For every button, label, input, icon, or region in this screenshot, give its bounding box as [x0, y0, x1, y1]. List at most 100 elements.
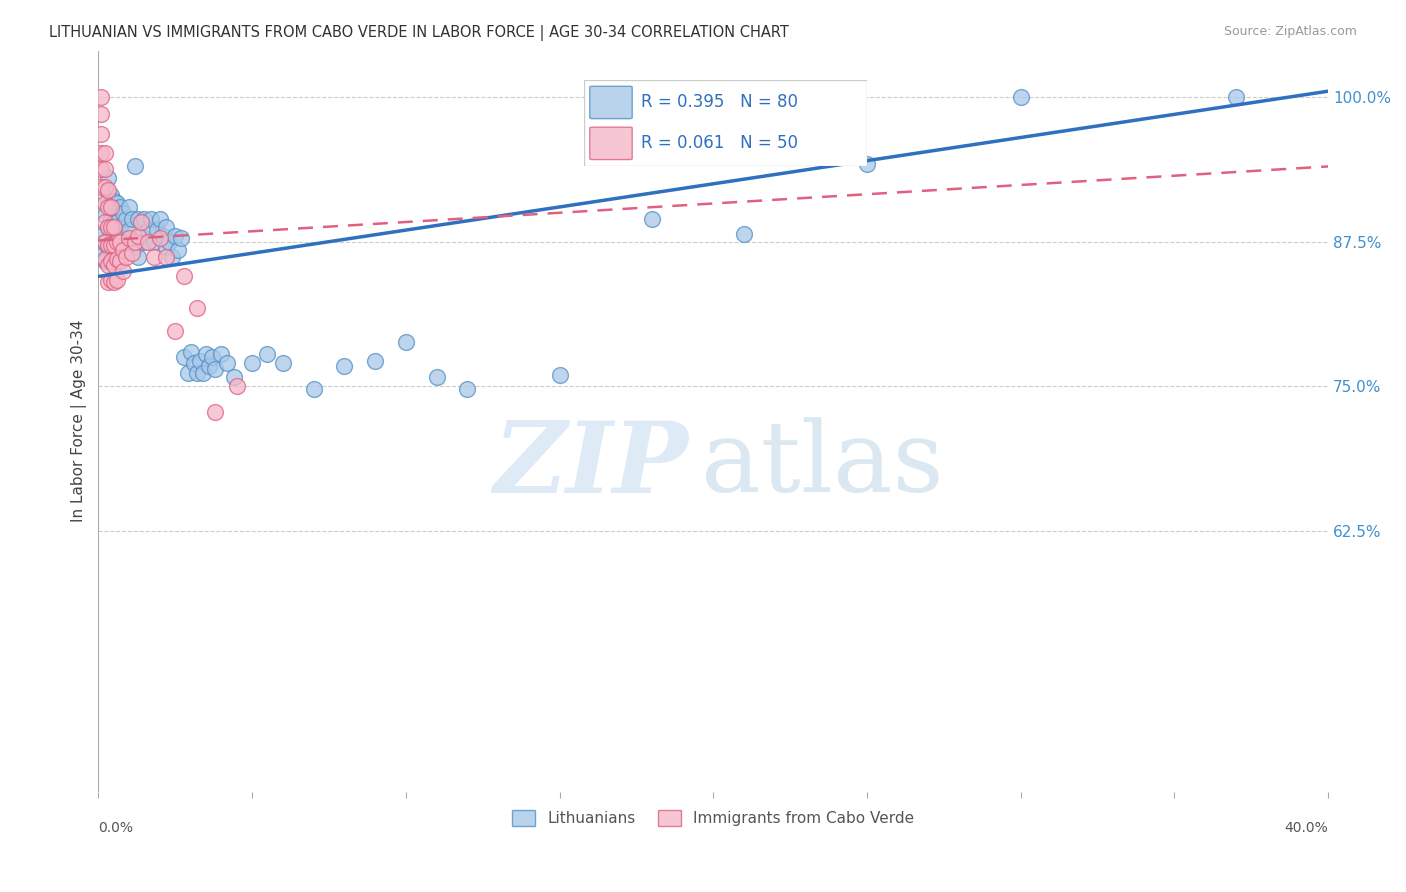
Point — [111, 263, 134, 277]
Point — [121, 211, 143, 226]
Point — [127, 228, 149, 243]
Point — [105, 273, 128, 287]
Point — [93, 145, 115, 160]
Point — [217, 356, 239, 370]
Point — [222, 370, 245, 384]
Point — [90, 228, 112, 243]
Point — [124, 240, 146, 254]
Point — [111, 243, 134, 257]
Point — [93, 254, 115, 268]
Point — [97, 200, 120, 214]
Point — [118, 223, 141, 237]
Point — [111, 206, 134, 220]
Point — [90, 145, 112, 160]
Point — [145, 223, 167, 237]
Point — [100, 211, 122, 226]
Point — [456, 382, 478, 396]
Point — [97, 219, 120, 234]
Point — [134, 235, 156, 249]
Point — [105, 215, 128, 229]
Text: LITHUANIAN VS IMMIGRANTS FROM CABO VERDE IN LABOR FORCE | AGE 30-34 CORRELATION : LITHUANIAN VS IMMIGRANTS FROM CABO VERDE… — [49, 25, 789, 41]
Point — [136, 223, 159, 237]
Point — [134, 211, 156, 226]
Point — [97, 275, 120, 289]
Point — [155, 250, 177, 264]
Point — [90, 161, 112, 176]
Point — [115, 211, 138, 226]
Point — [97, 238, 120, 252]
Y-axis label: In Labor Force | Age 30-34: In Labor Force | Age 30-34 — [72, 320, 87, 523]
Point — [124, 160, 146, 174]
Point — [115, 250, 138, 264]
Point — [149, 231, 172, 245]
Point — [183, 356, 205, 370]
Point — [93, 180, 115, 194]
Point — [103, 254, 125, 268]
Point — [733, 227, 755, 241]
Point — [100, 273, 122, 287]
Legend: Lithuanians, Immigrants from Cabo Verde: Lithuanians, Immigrants from Cabo Verde — [506, 804, 921, 832]
Point — [105, 235, 128, 249]
Point — [256, 347, 278, 361]
Point — [121, 246, 143, 260]
Point — [395, 335, 418, 350]
Point — [165, 228, 187, 243]
Point — [90, 127, 112, 141]
Point — [198, 359, 221, 373]
Point — [93, 215, 115, 229]
Point — [173, 269, 195, 284]
Point — [641, 211, 664, 226]
Point — [90, 180, 112, 194]
Point — [93, 235, 115, 249]
Point — [103, 258, 125, 272]
Point — [103, 275, 125, 289]
Point — [97, 258, 120, 272]
Point — [160, 250, 183, 264]
Point — [90, 249, 112, 263]
Point — [856, 157, 879, 171]
Point — [103, 194, 125, 209]
Point — [142, 235, 165, 249]
Point — [127, 250, 149, 264]
Point — [188, 354, 211, 368]
Point — [103, 238, 125, 252]
Point — [204, 405, 226, 419]
Point — [155, 219, 177, 234]
Point — [93, 161, 115, 176]
Point — [105, 252, 128, 266]
Point — [194, 347, 217, 361]
Point — [97, 219, 120, 234]
Point — [176, 366, 198, 380]
Point — [105, 196, 128, 211]
Point — [186, 366, 208, 380]
Point — [118, 200, 141, 214]
Point — [97, 194, 120, 209]
Point — [100, 200, 122, 214]
Text: atlas: atlas — [702, 417, 943, 514]
Point — [97, 171, 120, 186]
Point — [108, 219, 131, 234]
Point — [108, 240, 131, 254]
Point — [111, 231, 134, 245]
Point — [139, 211, 162, 226]
Point — [149, 211, 172, 226]
Point — [209, 347, 232, 361]
Point — [173, 351, 195, 365]
Point — [1010, 90, 1032, 104]
Point — [364, 354, 387, 368]
Point — [108, 254, 131, 268]
Point — [93, 208, 115, 222]
Point — [93, 235, 115, 249]
Point — [124, 235, 146, 249]
Point — [204, 362, 226, 376]
Point — [105, 254, 128, 268]
Point — [100, 254, 122, 268]
Point — [157, 235, 180, 249]
Point — [118, 231, 141, 245]
Point — [240, 356, 263, 370]
Point — [170, 231, 193, 245]
Point — [180, 344, 202, 359]
Point — [302, 382, 325, 396]
Point — [103, 219, 125, 234]
Point — [108, 200, 131, 214]
